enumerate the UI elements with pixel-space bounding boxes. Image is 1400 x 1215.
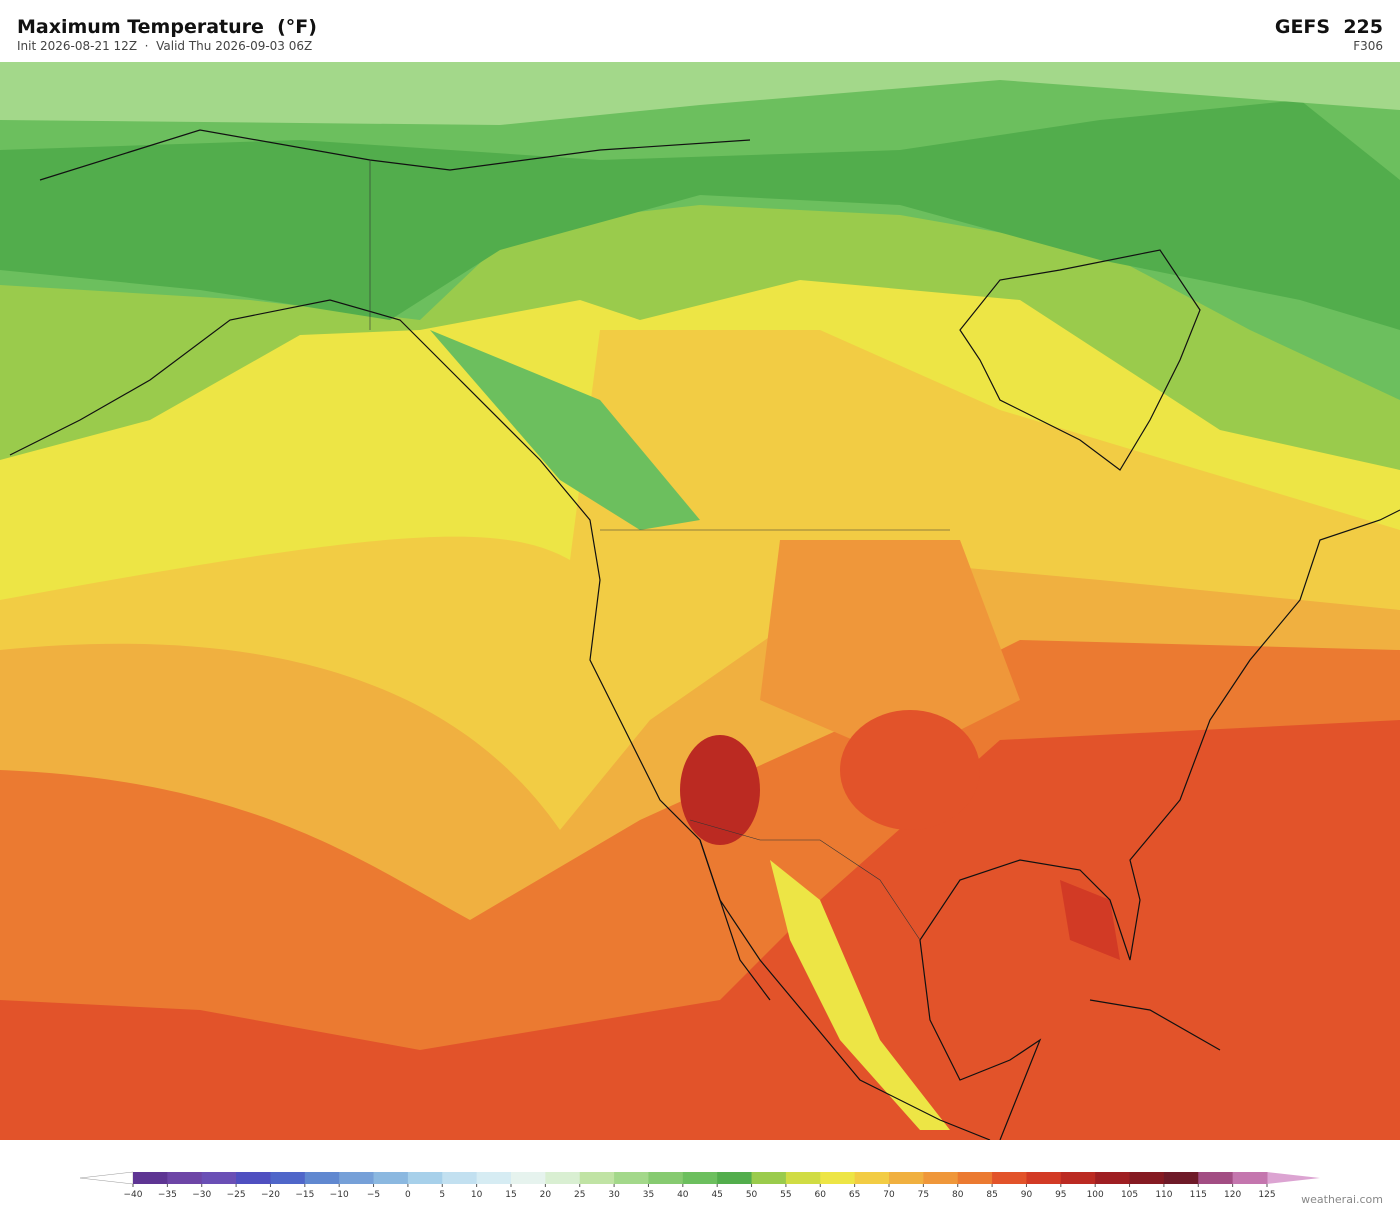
tick-label: 115 xyxy=(1190,1190,1207,1200)
tick-label: 105 xyxy=(1121,1190,1138,1200)
colorbar-segment xyxy=(854,1172,890,1184)
tick-label: −40 xyxy=(124,1190,143,1200)
colorbar-segment xyxy=(751,1172,787,1184)
colorbar-segment xyxy=(442,1172,478,1184)
tick-label: −30 xyxy=(192,1190,211,1200)
tick-label: 40 xyxy=(677,1190,689,1200)
colorbar-segment xyxy=(236,1172,271,1184)
credit: weatherai.com xyxy=(1301,1193,1383,1206)
colorbar-segment xyxy=(785,1172,821,1184)
map xyxy=(0,62,1400,1140)
tick-label: 0 xyxy=(405,1190,411,1200)
colorbar-segment xyxy=(133,1172,168,1184)
run-info: Init 2026-08-21 12Z · Valid Thu 2026-09-… xyxy=(17,39,313,53)
tick-label: −10 xyxy=(330,1190,349,1200)
colorbar-segment xyxy=(1198,1172,1234,1184)
colorbar-segment xyxy=(820,1172,856,1184)
colorbar-segment xyxy=(270,1172,306,1184)
tick-label: 25 xyxy=(574,1190,585,1200)
colorbar-segment xyxy=(373,1172,409,1184)
colorbar-segment xyxy=(545,1172,581,1184)
colorbar-segment xyxy=(1232,1172,1268,1184)
tick-label: 60 xyxy=(815,1190,827,1200)
colorbar-segment xyxy=(648,1172,684,1184)
map-title: Maximum Temperature (°F) xyxy=(17,16,317,38)
colorbar-segment xyxy=(889,1172,924,1184)
tick-label: 10 xyxy=(471,1190,483,1200)
tick-label: 55 xyxy=(780,1190,791,1200)
colorbar-segment xyxy=(992,1172,1027,1184)
colorbar-segment xyxy=(957,1172,993,1184)
tick-label: 95 xyxy=(1055,1190,1066,1200)
tick-label: 5 xyxy=(439,1190,445,1200)
colorbar-under xyxy=(79,1171,134,1185)
tick-label: 100 xyxy=(1087,1190,1104,1200)
colorbar-segment xyxy=(923,1172,959,1184)
model-name: GEFS 225 xyxy=(1274,16,1383,38)
tick-label: 20 xyxy=(540,1190,552,1200)
tick-label: 35 xyxy=(643,1190,654,1200)
tick-label: −35 xyxy=(158,1190,177,1200)
tick-label: 125 xyxy=(1258,1190,1275,1200)
tick-label: 80 xyxy=(952,1190,964,1200)
tick-label: 90 xyxy=(1021,1190,1033,1200)
forecast-hour: F306 xyxy=(1353,39,1383,53)
tick-label: 45 xyxy=(711,1190,722,1200)
tick-label: −15 xyxy=(295,1190,314,1200)
colorbar-segment xyxy=(1129,1172,1165,1184)
tick-label: 15 xyxy=(505,1190,516,1200)
colorbar-segment xyxy=(1163,1172,1199,1184)
colorbar-segment xyxy=(407,1172,443,1184)
tick-label: 110 xyxy=(1155,1190,1172,1200)
colorbar-segment xyxy=(579,1172,615,1184)
colorbar: −40 −35 −30 −25 −20 −15 −10 −5 0 5 10 15 20 25 30 35 40 4… xyxy=(79,1171,1320,1200)
tick-label: 85 xyxy=(986,1190,997,1200)
tick-label: 70 xyxy=(883,1190,895,1200)
colorbar-segment xyxy=(304,1172,340,1184)
colorbar-segment xyxy=(1095,1172,1131,1184)
colorbar-segment xyxy=(476,1172,512,1184)
colorbar-segment xyxy=(717,1172,753,1184)
colorbar-segment xyxy=(201,1172,237,1184)
colorbar-segment xyxy=(1060,1172,1096,1184)
tick-label: 65 xyxy=(849,1190,860,1200)
tick-label: 50 xyxy=(746,1190,758,1200)
colorbar-segment xyxy=(167,1172,203,1184)
tick-label: −5 xyxy=(367,1190,380,1200)
colorbar-segment xyxy=(614,1172,649,1184)
tick-label: 75 xyxy=(918,1190,929,1200)
colorbar-over xyxy=(1267,1172,1320,1184)
colorbar-segment xyxy=(339,1172,375,1184)
tick-label: 120 xyxy=(1224,1190,1241,1200)
tick-label: 30 xyxy=(608,1190,620,1200)
colorbar-segment xyxy=(511,1172,546,1184)
colorbar-segment xyxy=(682,1172,718,1184)
tick-label: −20 xyxy=(261,1190,280,1200)
tick-label: −25 xyxy=(227,1190,246,1200)
colorbar-segment xyxy=(1026,1172,1062,1184)
